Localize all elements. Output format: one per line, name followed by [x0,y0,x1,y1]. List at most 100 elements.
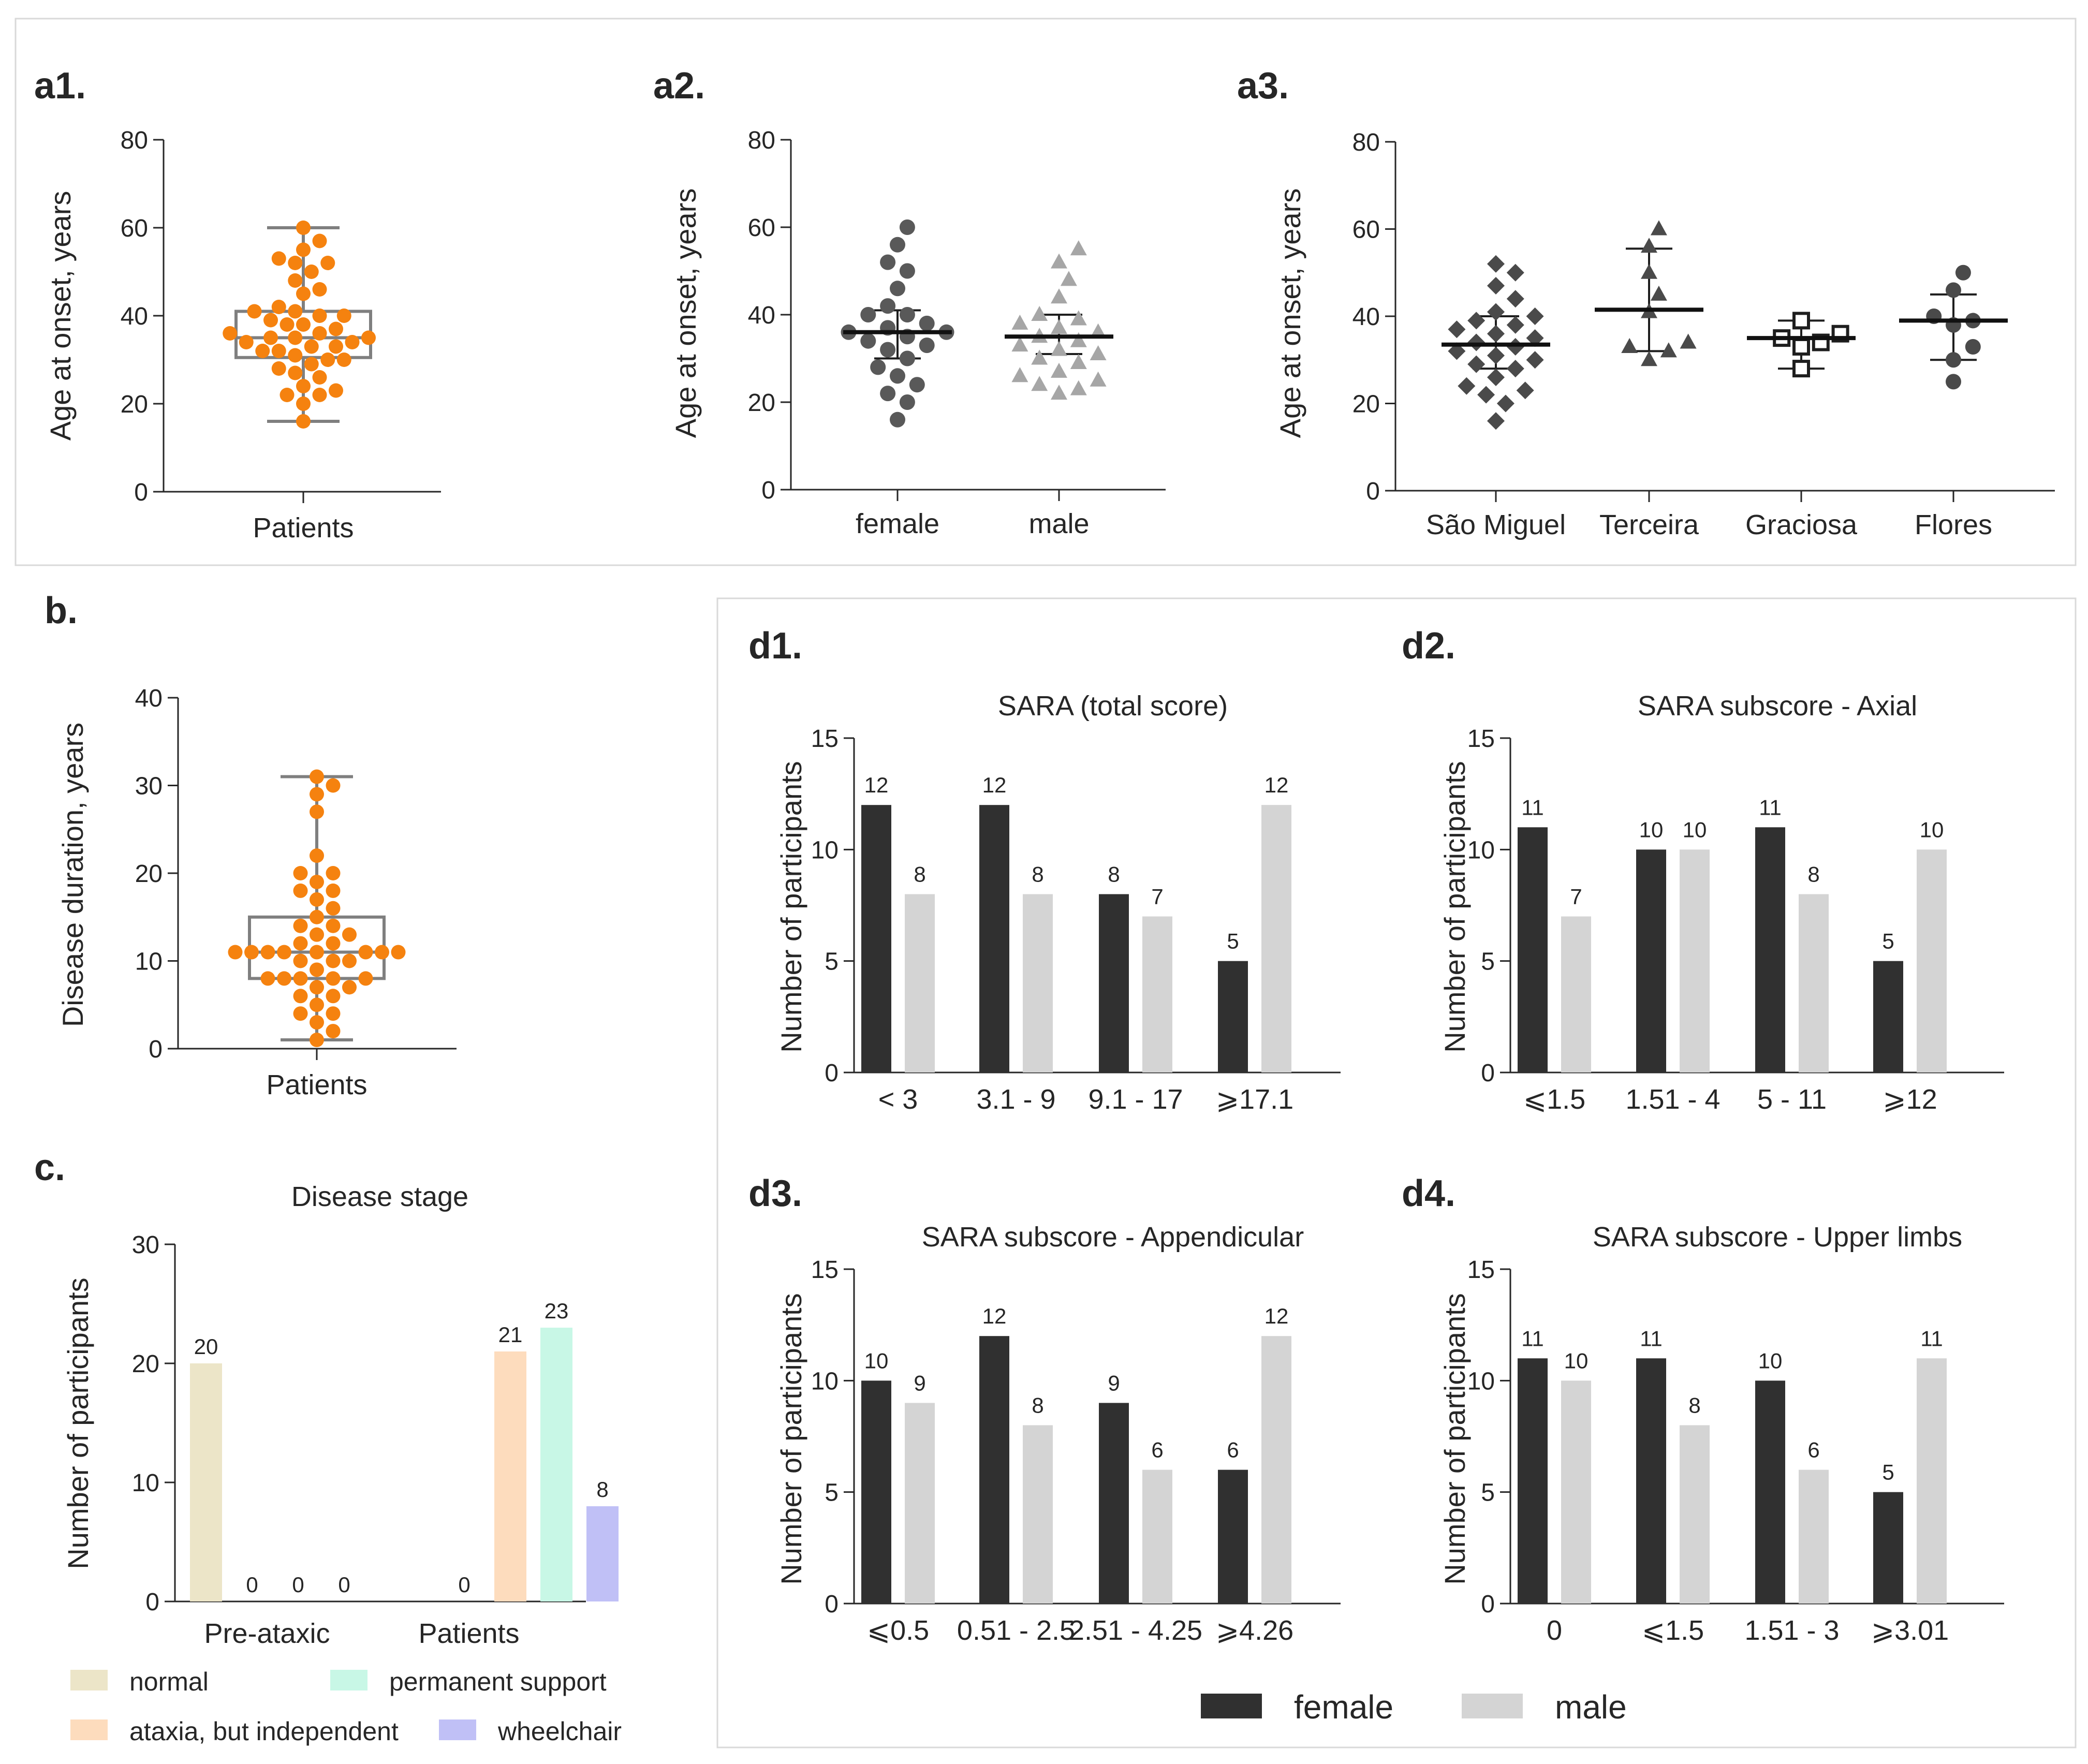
data-point [1955,264,1971,281]
bar-value-label: 10 [864,1348,889,1373]
data-point [1051,362,1067,378]
y-tick-label: 5 [1481,948,1495,976]
data-point [263,330,278,345]
x-category-label: ⩾3.01 [1871,1615,1949,1646]
data-point [329,383,343,398]
x-category-label: Terceira [1599,509,1699,540]
data-point [899,263,915,279]
data-point [310,909,324,924]
y-axis-title: Age at onset, years [44,191,77,441]
data-point [293,918,308,933]
data-point [326,989,341,1004]
data-point [1051,253,1067,269]
y-tick-label: 80 [1352,129,1380,156]
data-point [1621,337,1638,353]
data-point [310,997,324,1012]
data-point [310,848,324,863]
data-point [310,945,324,960]
bar-female [1636,849,1666,1072]
bar-male [1799,894,1829,1072]
data-point [1526,307,1544,325]
bar-male [905,1403,935,1604]
data-point [909,377,925,393]
data-point [870,359,886,375]
data-point [1070,240,1087,256]
legend-swatch-female [1201,1694,1262,1718]
data-point [1792,312,1810,330]
y-tick-label: 15 [811,1256,839,1284]
bar-female [1873,1492,1903,1604]
data-point [296,242,311,257]
data-point [880,298,896,314]
x-category-label: ⩽1.5 [1642,1615,1704,1646]
data-point [1946,352,1961,368]
bar-value-label: 10 [1920,817,1944,842]
bar-value-label: 8 [1807,862,1819,886]
bar-male [1680,1425,1710,1604]
chart-title: SARA (total score) [998,690,1228,722]
x-category-label: ⩽1.5 [1523,1084,1585,1115]
data-point [296,379,311,393]
data-point [342,953,357,968]
bar-value-label: 8 [596,1477,608,1502]
y-axis-title: Number of participants [775,1293,807,1584]
bar-female [1099,894,1129,1072]
data-point [1031,349,1048,365]
data-point [1090,371,1107,387]
y-tick-label: 15 [811,725,839,753]
data-point [304,339,319,354]
data-point [310,1015,324,1030]
x-category-label: < 3 [878,1084,918,1115]
data-point [1526,329,1544,347]
data-point [263,313,278,328]
data-point [271,361,286,376]
bar-value-label: 8 [914,862,925,886]
data-point [288,256,303,270]
data-point [255,344,270,358]
y-tick-label: 10 [132,1469,159,1497]
bar-value-label: 12 [1264,1304,1289,1328]
data-point [361,330,376,345]
bar-male [1142,1469,1172,1604]
x-category-label: Graciosa [1745,509,1858,540]
data-point [326,918,341,933]
chart-a3-age-onset-island: 0 20 40 60 80 Age at onset, years São Miguel Te… [1274,129,2055,540]
data-point [329,321,343,336]
y-tick-label: 60 [121,215,148,242]
y-axis-title: Number of participants [1438,1293,1471,1584]
x-category-label: São Miguel [1426,509,1566,540]
data-point [1467,312,1486,330]
y-tick-label: 5 [1481,1479,1495,1507]
data-point [1487,325,1505,343]
x-category-label: 0.51 - 2.5 [957,1615,1075,1646]
legend-swatch-permanent-support [330,1670,367,1690]
y-tick-label: 15 [1467,725,1495,753]
data-point [1051,341,1067,356]
data-point [312,326,327,341]
data-point [271,300,286,314]
data-point [890,368,905,384]
bar-female [1518,1358,1548,1604]
data-point [310,892,324,907]
data-point [1448,342,1466,360]
data-point [375,945,389,960]
data-point [310,769,324,784]
y-tick-label: 5 [825,1479,839,1507]
bar-value-label: 10 [1639,817,1664,842]
bar-value-label: 11 [1521,1326,1544,1350]
bar-value-label: 6 [1151,1438,1163,1462]
data-point [1965,339,1981,355]
x-category-label: 3.1 - 9 [976,1084,1055,1115]
data-point [1051,319,1067,334]
data-point [880,254,896,270]
data-point [1031,306,1048,321]
x-category-label: 2.51 - 4.25 [1069,1615,1202,1646]
data-point [899,394,915,410]
y-tick-label: 20 [1352,391,1380,418]
data-point [899,350,915,366]
data-point [1641,351,1657,366]
data-point [1458,377,1476,395]
bar-value-label: 11 [1521,795,1544,819]
chart-c-disease-stage: 0 10 20 30 Number of participants Disease sta… [62,1181,619,1649]
